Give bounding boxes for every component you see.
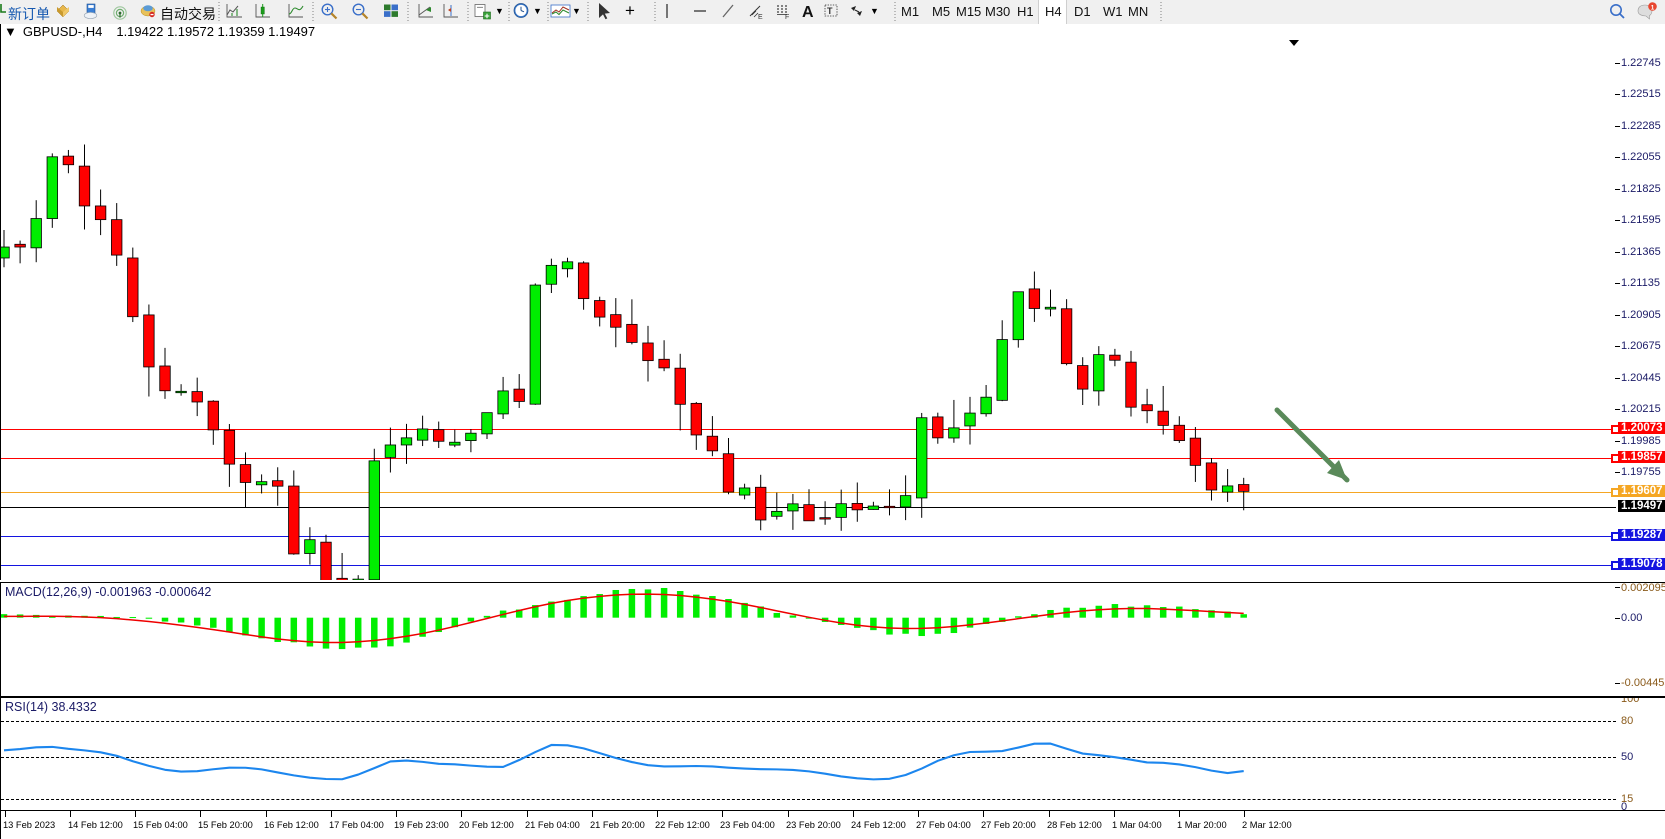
svg-text:F: F xyxy=(785,14,789,21)
svg-text:E: E xyxy=(758,14,763,21)
svg-text:▼: ▼ xyxy=(870,6,878,16)
svg-text:▼: ▼ xyxy=(495,6,503,16)
svg-text:T: T xyxy=(827,6,833,16)
svg-text:+: + xyxy=(625,2,635,20)
svg-text:▼: ▼ xyxy=(533,6,541,16)
svg-text:1: 1 xyxy=(1651,4,1655,11)
svg-text:▼: ▼ xyxy=(572,6,580,16)
